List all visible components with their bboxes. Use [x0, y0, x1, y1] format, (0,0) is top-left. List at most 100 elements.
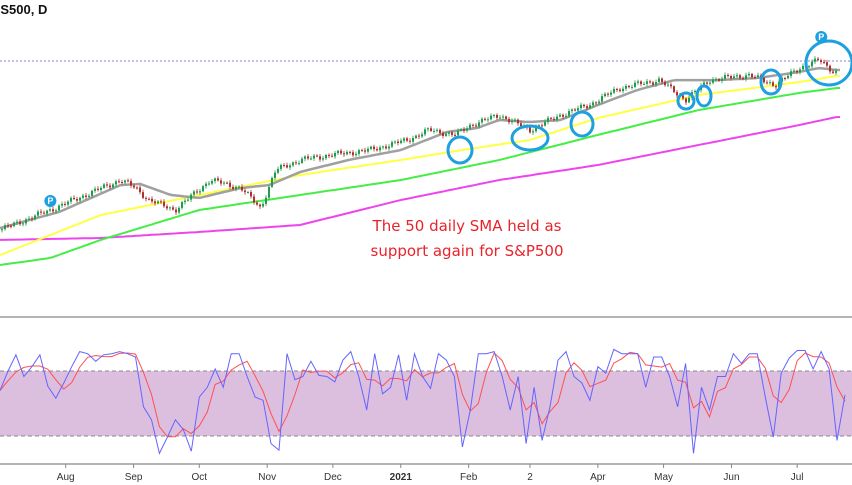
candle — [337, 149, 339, 155]
candle — [328, 153, 330, 159]
candle — [592, 100, 594, 108]
candle — [565, 113, 567, 119]
candle — [739, 73, 741, 81]
candle — [352, 149, 354, 158]
candle — [775, 84, 777, 90]
candle — [634, 80, 636, 89]
highlight-circle — [804, 39, 852, 87]
candle — [265, 195, 267, 207]
candle — [820, 58, 822, 65]
p-marker[interactable]: P — [815, 31, 828, 43]
candle — [772, 80, 774, 88]
candle — [16, 219, 18, 226]
candle — [580, 102, 582, 111]
candle — [124, 179, 126, 185]
candle — [493, 113, 495, 118]
candle — [727, 73, 729, 78]
x-axis-ticks: Aug Sep Oct Nov Dec 2021 Feb 2 Apr May Jun Jul — [57, 464, 804, 483]
candle — [808, 65, 810, 69]
candle — [832, 69, 834, 74]
candle — [211, 179, 213, 186]
candle — [649, 79, 651, 84]
candle — [745, 72, 747, 82]
candle — [754, 75, 756, 80]
candle — [136, 186, 138, 190]
sma-200-line — [0, 116, 841, 241]
candle — [391, 140, 393, 149]
candle — [28, 216, 30, 221]
candle — [244, 188, 246, 195]
candle — [814, 56, 816, 65]
highlight-circle — [759, 68, 783, 96]
candle — [262, 201, 264, 208]
candle — [253, 193, 255, 205]
candle — [460, 128, 462, 132]
candle — [610, 90, 612, 97]
candle — [289, 163, 291, 170]
candle — [271, 176, 273, 189]
highlight-circle — [446, 135, 474, 165]
candle — [109, 183, 111, 190]
candle — [559, 113, 561, 118]
candle — [310, 155, 312, 161]
stochastic-pane — [0, 348, 852, 455]
candle — [103, 183, 105, 190]
candle — [316, 154, 318, 158]
candle — [340, 148, 342, 155]
candle — [661, 77, 663, 85]
candle — [490, 113, 492, 121]
candle — [358, 148, 360, 157]
candle — [484, 117, 486, 122]
candle — [439, 128, 441, 135]
candle — [502, 114, 504, 121]
candle — [511, 118, 513, 125]
candle — [574, 107, 576, 112]
candle — [91, 189, 93, 199]
candle — [313, 154, 315, 161]
p-marker[interactable]: P — [44, 195, 57, 207]
candle — [298, 160, 300, 166]
x-tick-label: Oct — [192, 472, 208, 483]
x-tick-label: Feb — [460, 472, 478, 483]
candle — [379, 145, 381, 153]
x-tick-label: Jun — [723, 472, 739, 483]
candle — [427, 127, 429, 132]
candle — [61, 201, 63, 209]
candle — [796, 69, 798, 75]
candle — [205, 181, 207, 189]
candle — [793, 68, 795, 73]
candle — [505, 115, 507, 121]
candle — [37, 209, 39, 218]
candle — [619, 87, 621, 93]
candle — [589, 102, 591, 110]
candle — [334, 150, 336, 159]
candle — [67, 200, 69, 207]
candle — [118, 178, 120, 184]
candle — [481, 117, 483, 125]
p-marker-label: P — [47, 196, 53, 206]
candle — [364, 147, 366, 154]
candle — [376, 146, 378, 152]
candle — [472, 123, 474, 128]
candle — [433, 128, 435, 134]
candle — [166, 204, 168, 211]
x-tick-label: Dec — [324, 472, 342, 483]
highlight-circle — [569, 110, 595, 138]
candle — [25, 217, 27, 226]
candle — [616, 87, 618, 93]
candle — [757, 72, 759, 79]
highlight-circle — [510, 124, 550, 152]
candle — [643, 81, 645, 86]
candle — [721, 76, 723, 84]
candle — [322, 155, 324, 162]
candle — [646, 78, 648, 87]
candle — [370, 145, 372, 151]
candle — [40, 209, 42, 215]
candle — [196, 188, 198, 195]
candle — [139, 185, 141, 195]
candle — [712, 77, 714, 85]
candle — [142, 189, 144, 200]
candle — [190, 193, 192, 203]
candle — [19, 219, 21, 226]
candle — [733, 74, 735, 80]
